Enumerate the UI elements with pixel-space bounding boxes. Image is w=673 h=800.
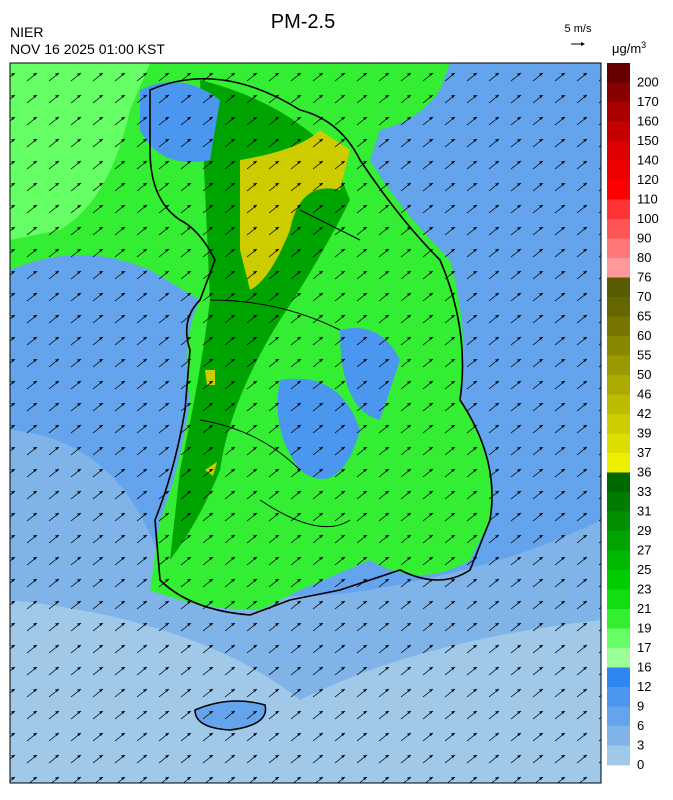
colorbar-label: 42 bbox=[637, 406, 651, 421]
colorbar-segment bbox=[607, 238, 630, 259]
colorbar-segment bbox=[607, 453, 630, 473]
colorbar-label: 31 bbox=[637, 504, 651, 519]
colorbar-segment bbox=[607, 589, 630, 610]
colorbar-label: 100 bbox=[637, 211, 659, 226]
colorbar-segment bbox=[607, 687, 630, 707]
colorbar-label: 65 bbox=[637, 309, 651, 324]
colorbar-label: 29 bbox=[637, 523, 651, 538]
colorbar-label: 60 bbox=[637, 328, 651, 343]
colorbar-label: 55 bbox=[637, 348, 651, 363]
map bbox=[10, 63, 601, 783]
unit: μg/m3 bbox=[612, 40, 646, 56]
colorbar-label: 16 bbox=[637, 660, 651, 675]
colorbar-label: 140 bbox=[637, 153, 659, 168]
colorbar-segment bbox=[607, 550, 630, 571]
colorbar-segment bbox=[607, 258, 630, 278]
colorbar-segment bbox=[607, 433, 630, 454]
colorbar-label: 25 bbox=[637, 562, 651, 577]
colorbar-segment bbox=[607, 219, 630, 239]
colorbar-segment bbox=[607, 706, 630, 727]
colorbar-label: 19 bbox=[637, 621, 651, 636]
colorbar-segment bbox=[607, 63, 630, 83]
colorbar-segment bbox=[607, 726, 630, 746]
title: PM-2.5 bbox=[271, 11, 335, 33]
colorbar-segment bbox=[607, 199, 630, 220]
colorbar-label: 160 bbox=[637, 114, 659, 129]
colorbar-segment bbox=[607, 277, 630, 298]
colorbar-label: 200 bbox=[637, 75, 659, 90]
colorbar-label: 80 bbox=[637, 250, 651, 265]
colorbar-label: 21 bbox=[637, 601, 651, 616]
agency: NIER bbox=[10, 24, 43, 40]
colorbar-segment bbox=[607, 316, 630, 337]
colorbar-label: 6 bbox=[637, 718, 644, 733]
colorbar-label: 33 bbox=[637, 484, 651, 499]
colorbar-segment bbox=[607, 336, 630, 356]
colorbar-segment bbox=[607, 141, 630, 161]
colorbar-segment bbox=[607, 180, 630, 200]
colorbar-segment bbox=[607, 102, 630, 122]
colorbar-segment bbox=[607, 648, 630, 668]
colorbar-segment bbox=[607, 492, 630, 512]
colorbar-segment bbox=[607, 414, 630, 434]
colorbar-label: 39 bbox=[637, 426, 651, 441]
colorbar-segment bbox=[607, 628, 630, 649]
colorbar-segment bbox=[607, 511, 630, 532]
colorbar-segment bbox=[607, 355, 630, 376]
colorbar-segment bbox=[607, 121, 630, 142]
colorbar-label: 17 bbox=[637, 640, 651, 655]
colorbar-label: 37 bbox=[637, 445, 651, 460]
colorbar-segment bbox=[607, 375, 630, 395]
colorbar-segment bbox=[607, 745, 630, 766]
colorbar-segment bbox=[607, 531, 630, 551]
colorbar-segment bbox=[607, 609, 630, 629]
colorbar-label: 70 bbox=[637, 289, 651, 304]
colorbar-segment bbox=[607, 667, 630, 688]
colorbar-label: 3 bbox=[637, 738, 644, 753]
colorbar-segment bbox=[607, 160, 630, 181]
colorbar-label: 9 bbox=[637, 699, 644, 714]
colorbar-label: 0 bbox=[637, 757, 644, 772]
colorbar-segment bbox=[607, 297, 630, 317]
wind-scale: 5 m/s bbox=[565, 23, 592, 35]
colorbar-label: 110 bbox=[637, 192, 658, 207]
colorbar-segment bbox=[607, 82, 630, 103]
colorbar-segment bbox=[607, 472, 630, 493]
colorbar-label: 36 bbox=[637, 465, 651, 480]
map-frame bbox=[9, 62, 602, 784]
colorbar-label: 46 bbox=[637, 387, 651, 402]
colorbar-segment bbox=[607, 570, 630, 590]
colorbar-label: 150 bbox=[637, 133, 659, 148]
colorbar-label: 90 bbox=[637, 231, 651, 246]
wind-scale-arrowhead bbox=[581, 42, 585, 46]
datetime: NOV 16 2025 01:00 KST bbox=[10, 41, 165, 57]
colorbar-label: 12 bbox=[637, 679, 651, 694]
colorbar-label: 76 bbox=[637, 270, 651, 285]
colorbar-label: 27 bbox=[637, 543, 651, 558]
colorbar-segment bbox=[607, 394, 630, 415]
colorbar-label: 23 bbox=[637, 582, 651, 597]
colorbar-label: 50 bbox=[637, 367, 651, 382]
colorbar-label: 120 bbox=[637, 172, 659, 187]
colorbar: 2001701601501401201101009080767065605550… bbox=[607, 63, 659, 772]
colorbar-label: 170 bbox=[637, 94, 659, 109]
